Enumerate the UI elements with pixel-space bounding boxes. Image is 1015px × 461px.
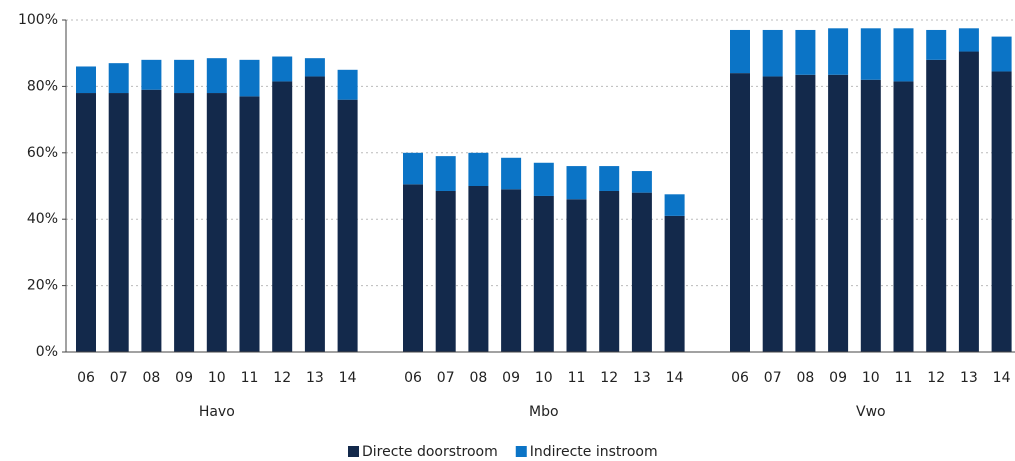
bar-segment [108, 93, 129, 352]
bar-segment [958, 28, 979, 52]
x-tick-label: 09 [829, 370, 847, 386]
y-tick-label: 100% [18, 12, 58, 28]
bar-segment [566, 199, 587, 352]
bar-segment [599, 190, 620, 352]
bar-segment [762, 29, 783, 77]
bar-segment [435, 156, 456, 191]
bar-segment [206, 58, 227, 94]
y-tick-label: 60% [27, 145, 58, 161]
bar-segment [860, 79, 881, 352]
bar-segment [304, 58, 325, 77]
x-tick-label: 07 [437, 370, 455, 386]
bar-segment [795, 74, 816, 352]
x-tick-label: 07 [764, 370, 782, 386]
legend-swatch [348, 446, 359, 457]
bar-segment [795, 29, 816, 75]
x-tick-label: 07 [110, 370, 128, 386]
x-tick-label: 06 [77, 370, 95, 386]
bar-segment [893, 81, 914, 353]
y-tick-label: 80% [27, 78, 58, 94]
bar-segment [828, 28, 849, 75]
x-tick-label: 06 [731, 370, 749, 386]
x-tick-label: 09 [502, 370, 520, 386]
x-tick-label: 06 [404, 370, 422, 386]
bar-segment [501, 189, 522, 352]
legend-label: Directe doorstroom [362, 444, 498, 460]
x-tick-label: 10 [208, 370, 226, 386]
x-tick-label: 13 [633, 370, 651, 386]
bar-segment [533, 162, 554, 196]
bar-segment [533, 195, 554, 352]
bar-segment [860, 28, 881, 80]
x-tick-label: 10 [535, 370, 553, 386]
bar-segment [991, 36, 1012, 72]
bar-segment [893, 28, 914, 82]
x-tick-label: 11 [895, 370, 913, 386]
bar-segment [958, 51, 979, 352]
bar-segment [435, 190, 456, 352]
group-label: Havo [199, 404, 235, 420]
x-tick-label: 13 [960, 370, 978, 386]
bar-segment [828, 74, 849, 352]
y-tick-label: 20% [27, 278, 58, 294]
y-tick-label: 40% [27, 211, 58, 227]
x-tick-label: 08 [142, 370, 160, 386]
bar-segment [174, 93, 195, 352]
bar-segment [272, 56, 293, 82]
bar-segment [239, 96, 260, 352]
bar-segment [141, 89, 162, 352]
x-tick-label: 14 [339, 370, 357, 386]
bar-segment [730, 73, 750, 353]
x-tick-label: 12 [927, 370, 945, 386]
bar-segment [730, 29, 750, 74]
bar-segment [239, 59, 260, 97]
x-tick-label: 13 [306, 370, 324, 386]
bar-segment [566, 166, 587, 200]
bar-segment [991, 71, 1012, 353]
group-label: Vwo [856, 404, 886, 420]
legend-label: Indirecte instroom [530, 444, 658, 460]
y-tick-label: 0% [36, 344, 58, 360]
bar-segment [664, 194, 685, 216]
bar-segment [664, 215, 685, 352]
bar-segment [403, 152, 423, 185]
x-tick-label: 11 [568, 370, 586, 386]
bar-segment [76, 66, 96, 94]
bar-segment [926, 29, 947, 60]
x-tick-label: 11 [241, 370, 259, 386]
bar-segment [468, 152, 489, 186]
x-tick-label: 14 [993, 370, 1011, 386]
bar-segment [108, 63, 129, 94]
x-tick-label: 12 [273, 370, 291, 386]
bar-segment [762, 76, 783, 352]
bar-segment [141, 59, 162, 90]
x-tick-label: 08 [469, 370, 487, 386]
bar-segment [926, 59, 947, 353]
x-tick-label: 09 [175, 370, 193, 386]
bar-segment [468, 186, 489, 352]
bar-segment [272, 81, 293, 353]
bar-segment [599, 166, 620, 191]
bar-segment [206, 93, 227, 352]
bar-segment [631, 171, 652, 193]
bar-segment [174, 59, 195, 94]
bar-segment [76, 93, 96, 352]
bar-segment [501, 157, 522, 190]
bar-segment [304, 76, 325, 352]
bar-segment [337, 99, 358, 353]
bar-segment [631, 192, 652, 352]
bar-segment [337, 69, 358, 100]
x-tick-label: 08 [796, 370, 814, 386]
x-tick-label: 10 [862, 370, 880, 386]
x-tick-label: 14 [666, 370, 684, 386]
group-label: Mbo [529, 404, 559, 420]
bar-segment [403, 184, 423, 352]
legend-swatch [515, 446, 527, 457]
x-tick-label: 12 [600, 370, 618, 386]
